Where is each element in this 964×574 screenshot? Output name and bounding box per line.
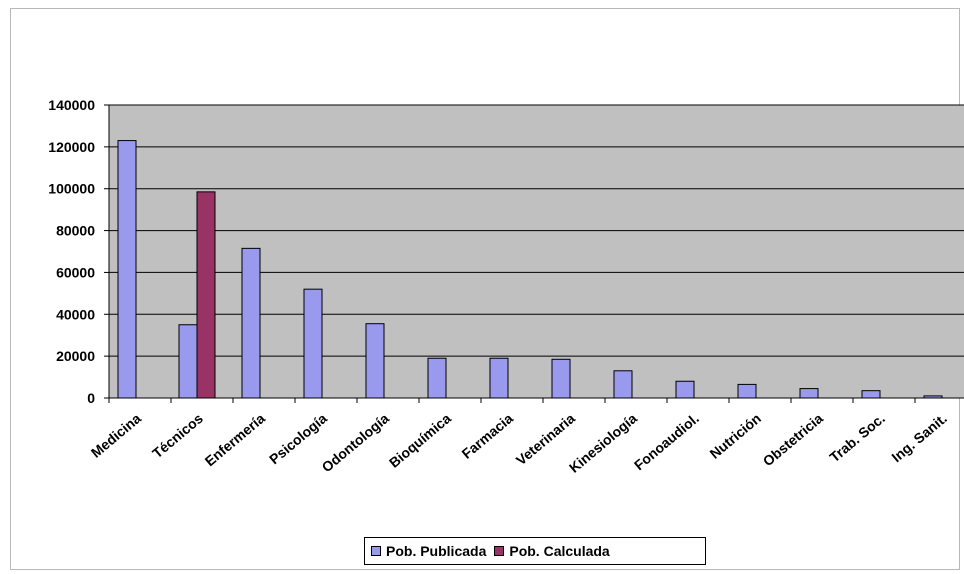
bar-publicada <box>117 140 137 399</box>
legend-item-calculada: Pob. Calculada <box>494 543 610 559</box>
bar-calculada <box>196 191 216 399</box>
bar-publicada <box>178 324 198 399</box>
bar-publicada <box>427 357 447 399</box>
x-category-label: Psicología <box>266 410 330 467</box>
legend-label-publicada: Pob. Publicada <box>386 543 487 559</box>
y-tick-label: 20000 <box>56 348 95 364</box>
x-category-label: Trab. Soc. <box>826 410 888 465</box>
bar-publicada <box>861 390 881 399</box>
y-tick-label: 80000 <box>56 223 95 239</box>
legend-label-calculada: Pob. Calculada <box>509 543 610 559</box>
bar-publicada <box>551 358 571 399</box>
x-category-label: Ing. Sanit. <box>888 410 950 465</box>
y-tick-label: 0 <box>87 390 95 406</box>
legend-item-publicada: Pob. Publicada <box>371 543 486 559</box>
x-category-label: Veterinaria <box>513 410 578 468</box>
y-tick-label: 120000 <box>48 139 95 155</box>
x-category-label: Farmacia <box>459 410 517 462</box>
y-tick-label: 60000 <box>56 264 95 280</box>
x-category-label: Odontología <box>318 410 392 475</box>
bar-publicada <box>799 388 819 399</box>
bar-publicada <box>241 247 261 399</box>
y-tick-label: 100000 <box>48 181 95 197</box>
legend: Pob. Publicada Pob. Calculada <box>364 537 706 565</box>
bar-publicada <box>675 380 695 399</box>
x-category-label: Técnicos <box>149 410 206 461</box>
x-category-label: Obstetricia <box>760 410 826 469</box>
x-category-label: Medicina <box>88 410 144 461</box>
y-tick-label: 140000 <box>48 97 95 113</box>
plot-area <box>109 105 964 398</box>
legend-swatch-calculada <box>494 546 505 556</box>
legend-swatch-publicada <box>371 546 381 556</box>
bar-publicada <box>365 323 385 399</box>
x-category-label: Enfermería <box>202 410 268 469</box>
bar-publicada <box>737 383 757 399</box>
bar-publicada <box>613 370 633 399</box>
x-category-label: Kinesiología <box>566 410 640 476</box>
x-category-label: Fonoaudiol. <box>631 410 702 473</box>
y-tick-label: 40000 <box>56 306 95 322</box>
bar-publicada <box>303 288 323 399</box>
x-category-label: Bioquímica <box>386 410 454 471</box>
bar-publicada <box>489 357 509 399</box>
x-category-label: Nutrición <box>707 410 764 462</box>
bar-publicada <box>923 395 943 399</box>
